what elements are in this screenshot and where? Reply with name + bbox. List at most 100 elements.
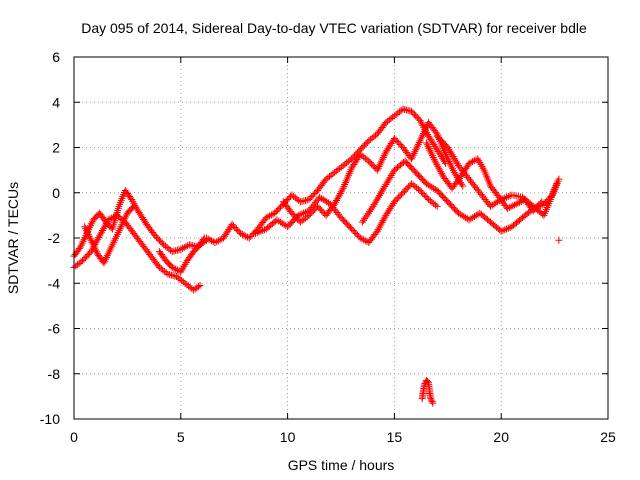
data-point bbox=[275, 205, 283, 213]
data-point bbox=[429, 153, 437, 161]
data-point bbox=[494, 198, 502, 206]
data-point bbox=[151, 232, 159, 240]
data-point bbox=[465, 159, 473, 167]
data-point bbox=[393, 137, 401, 145]
data-point bbox=[94, 235, 102, 243]
data-point bbox=[408, 153, 416, 161]
data-point bbox=[456, 210, 464, 218]
data-point bbox=[381, 150, 389, 158]
data-point bbox=[427, 148, 435, 156]
data-point bbox=[446, 159, 454, 167]
data-point bbox=[370, 163, 378, 171]
data-point bbox=[100, 259, 108, 267]
data-point bbox=[409, 151, 417, 159]
data-point bbox=[426, 182, 434, 190]
data-point bbox=[424, 143, 432, 151]
data-point bbox=[365, 208, 373, 216]
data-point bbox=[452, 158, 460, 166]
data-point bbox=[380, 184, 388, 192]
data-point bbox=[507, 203, 515, 211]
data-point bbox=[392, 196, 400, 204]
data-point bbox=[172, 265, 180, 273]
data-point bbox=[179, 244, 187, 252]
series-track-b bbox=[70, 211, 204, 294]
data-point bbox=[424, 181, 432, 189]
axis-ticks: 0 5 10 15 20 25 -10 -8 -6 -4 -2 0 2 4 6 bbox=[40, 49, 616, 445]
data-point bbox=[471, 213, 478, 221]
data-point bbox=[448, 163, 456, 171]
data-point bbox=[444, 144, 452, 151]
data-point bbox=[416, 186, 424, 194]
data-point bbox=[504, 193, 512, 201]
data-point bbox=[162, 269, 170, 277]
data-point bbox=[314, 202, 322, 210]
data-point bbox=[446, 147, 454, 155]
data-point bbox=[386, 173, 394, 181]
data-point bbox=[300, 209, 308, 217]
data-point bbox=[378, 155, 386, 163]
data-point bbox=[379, 217, 387, 225]
data-point bbox=[129, 204, 137, 212]
data-point bbox=[102, 255, 110, 263]
data-point bbox=[503, 225, 511, 233]
data-point bbox=[378, 218, 386, 226]
x-axis-label: GPS time / hours bbox=[288, 457, 395, 473]
data-point bbox=[99, 225, 107, 233]
data-point bbox=[409, 109, 417, 117]
data-point bbox=[154, 262, 162, 270]
data-point bbox=[319, 196, 327, 204]
data-point bbox=[317, 194, 325, 202]
data-point bbox=[170, 264, 178, 272]
data-point bbox=[501, 194, 509, 202]
data-point bbox=[374, 225, 382, 233]
data-point bbox=[445, 145, 453, 153]
data-point bbox=[449, 167, 457, 175]
data-point bbox=[356, 234, 364, 242]
data-point bbox=[402, 186, 410, 194]
data-point bbox=[465, 216, 473, 224]
data-point bbox=[504, 205, 512, 213]
data-point bbox=[101, 221, 109, 229]
data-point bbox=[237, 229, 245, 237]
data-point bbox=[427, 396, 435, 404]
data-point bbox=[380, 152, 388, 160]
data-point bbox=[421, 126, 429, 134]
data-point bbox=[387, 172, 395, 180]
data-point bbox=[337, 188, 345, 196]
data-point bbox=[538, 198, 546, 206]
data-point bbox=[333, 195, 341, 203]
data-point bbox=[211, 239, 219, 247]
data-point bbox=[430, 184, 438, 192]
data-point bbox=[363, 138, 371, 146]
data-point bbox=[303, 213, 311, 221]
data-point bbox=[360, 216, 368, 224]
data-point bbox=[108, 214, 116, 222]
data-point bbox=[472, 211, 480, 219]
data-point bbox=[373, 166, 381, 174]
data-point bbox=[413, 144, 421, 152]
data-point bbox=[311, 190, 319, 198]
data-point bbox=[309, 207, 317, 215]
data-point bbox=[512, 200, 520, 208]
data-point bbox=[247, 232, 255, 240]
data-point bbox=[492, 199, 500, 207]
data-point bbox=[412, 112, 420, 120]
data-point bbox=[93, 237, 101, 245]
data-point bbox=[363, 211, 371, 219]
data-point bbox=[410, 110, 418, 118]
data-point bbox=[429, 399, 437, 407]
data-point bbox=[182, 243, 190, 251]
data-point bbox=[280, 220, 288, 228]
data-point bbox=[501, 226, 509, 234]
data-point bbox=[499, 195, 507, 203]
data-point bbox=[410, 149, 418, 157]
data-point bbox=[399, 189, 407, 197]
data-point bbox=[275, 217, 283, 225]
y-tick-label: 6 bbox=[52, 49, 60, 65]
data-point bbox=[204, 235, 212, 243]
data-point bbox=[428, 398, 436, 406]
data-point bbox=[443, 154, 451, 162]
data-point bbox=[427, 395, 435, 403]
data-point bbox=[419, 190, 427, 198]
series-track-e bbox=[202, 105, 450, 247]
